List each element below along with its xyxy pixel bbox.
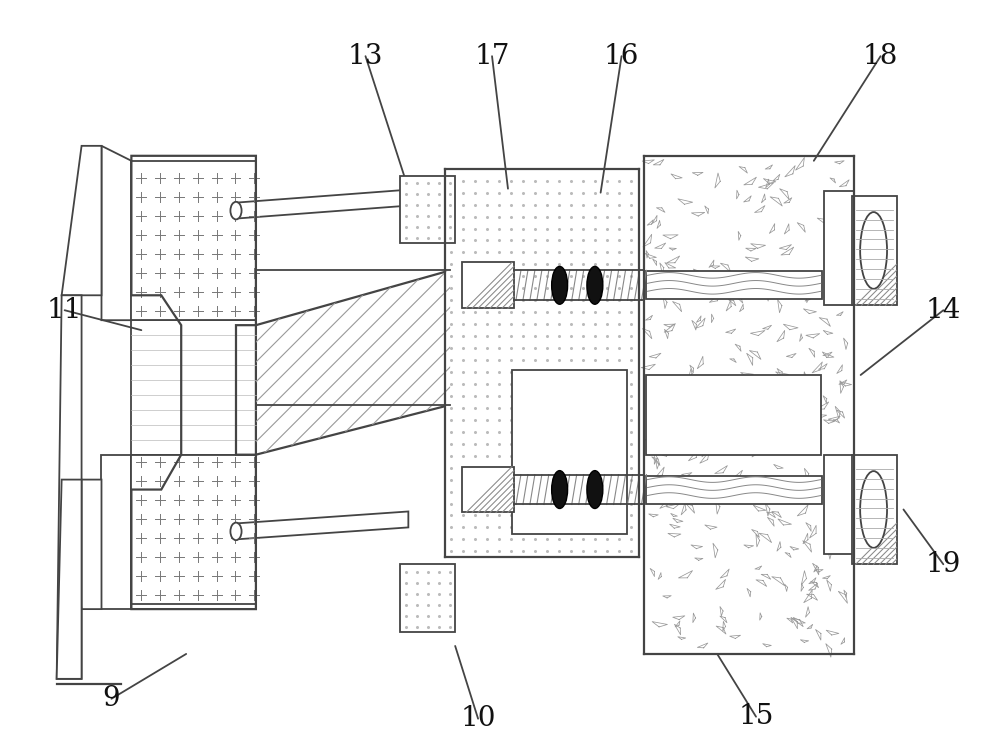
Text: 9: 9: [103, 686, 120, 712]
Text: 17: 17: [474, 43, 510, 70]
Polygon shape: [101, 455, 131, 609]
Text: 13: 13: [348, 43, 383, 70]
Bar: [462, 467, 514, 513]
Polygon shape: [62, 146, 101, 295]
Bar: [852, 455, 897, 564]
Bar: [512, 370, 627, 534]
Bar: [131, 161, 256, 321]
Bar: [462, 263, 514, 308]
Polygon shape: [57, 479, 82, 679]
Bar: [400, 176, 455, 243]
Ellipse shape: [587, 266, 603, 304]
Ellipse shape: [230, 522, 242, 540]
Bar: [646, 375, 821, 455]
Text: 11: 11: [47, 297, 82, 324]
Polygon shape: [62, 479, 101, 609]
Text: 18: 18: [863, 43, 898, 70]
Bar: [400, 564, 455, 632]
Bar: [824, 191, 854, 305]
Ellipse shape: [587, 470, 603, 508]
Bar: [852, 196, 897, 305]
Ellipse shape: [860, 471, 887, 548]
Text: 16: 16: [604, 43, 639, 70]
Polygon shape: [236, 190, 408, 219]
Ellipse shape: [860, 212, 887, 289]
Polygon shape: [57, 295, 82, 679]
Bar: [445, 168, 639, 557]
Bar: [646, 272, 822, 299]
Polygon shape: [236, 511, 408, 539]
Ellipse shape: [552, 266, 568, 304]
Text: 15: 15: [738, 703, 774, 730]
Text: 19: 19: [926, 551, 961, 578]
Ellipse shape: [552, 470, 568, 508]
Bar: [644, 156, 854, 654]
Bar: [131, 321, 256, 455]
Ellipse shape: [230, 202, 242, 220]
Bar: [131, 455, 256, 604]
Text: 14: 14: [926, 297, 961, 324]
Polygon shape: [256, 270, 450, 455]
Polygon shape: [101, 146, 131, 321]
Bar: [824, 455, 854, 554]
Bar: [646, 476, 822, 504]
Text: 10: 10: [460, 705, 496, 732]
